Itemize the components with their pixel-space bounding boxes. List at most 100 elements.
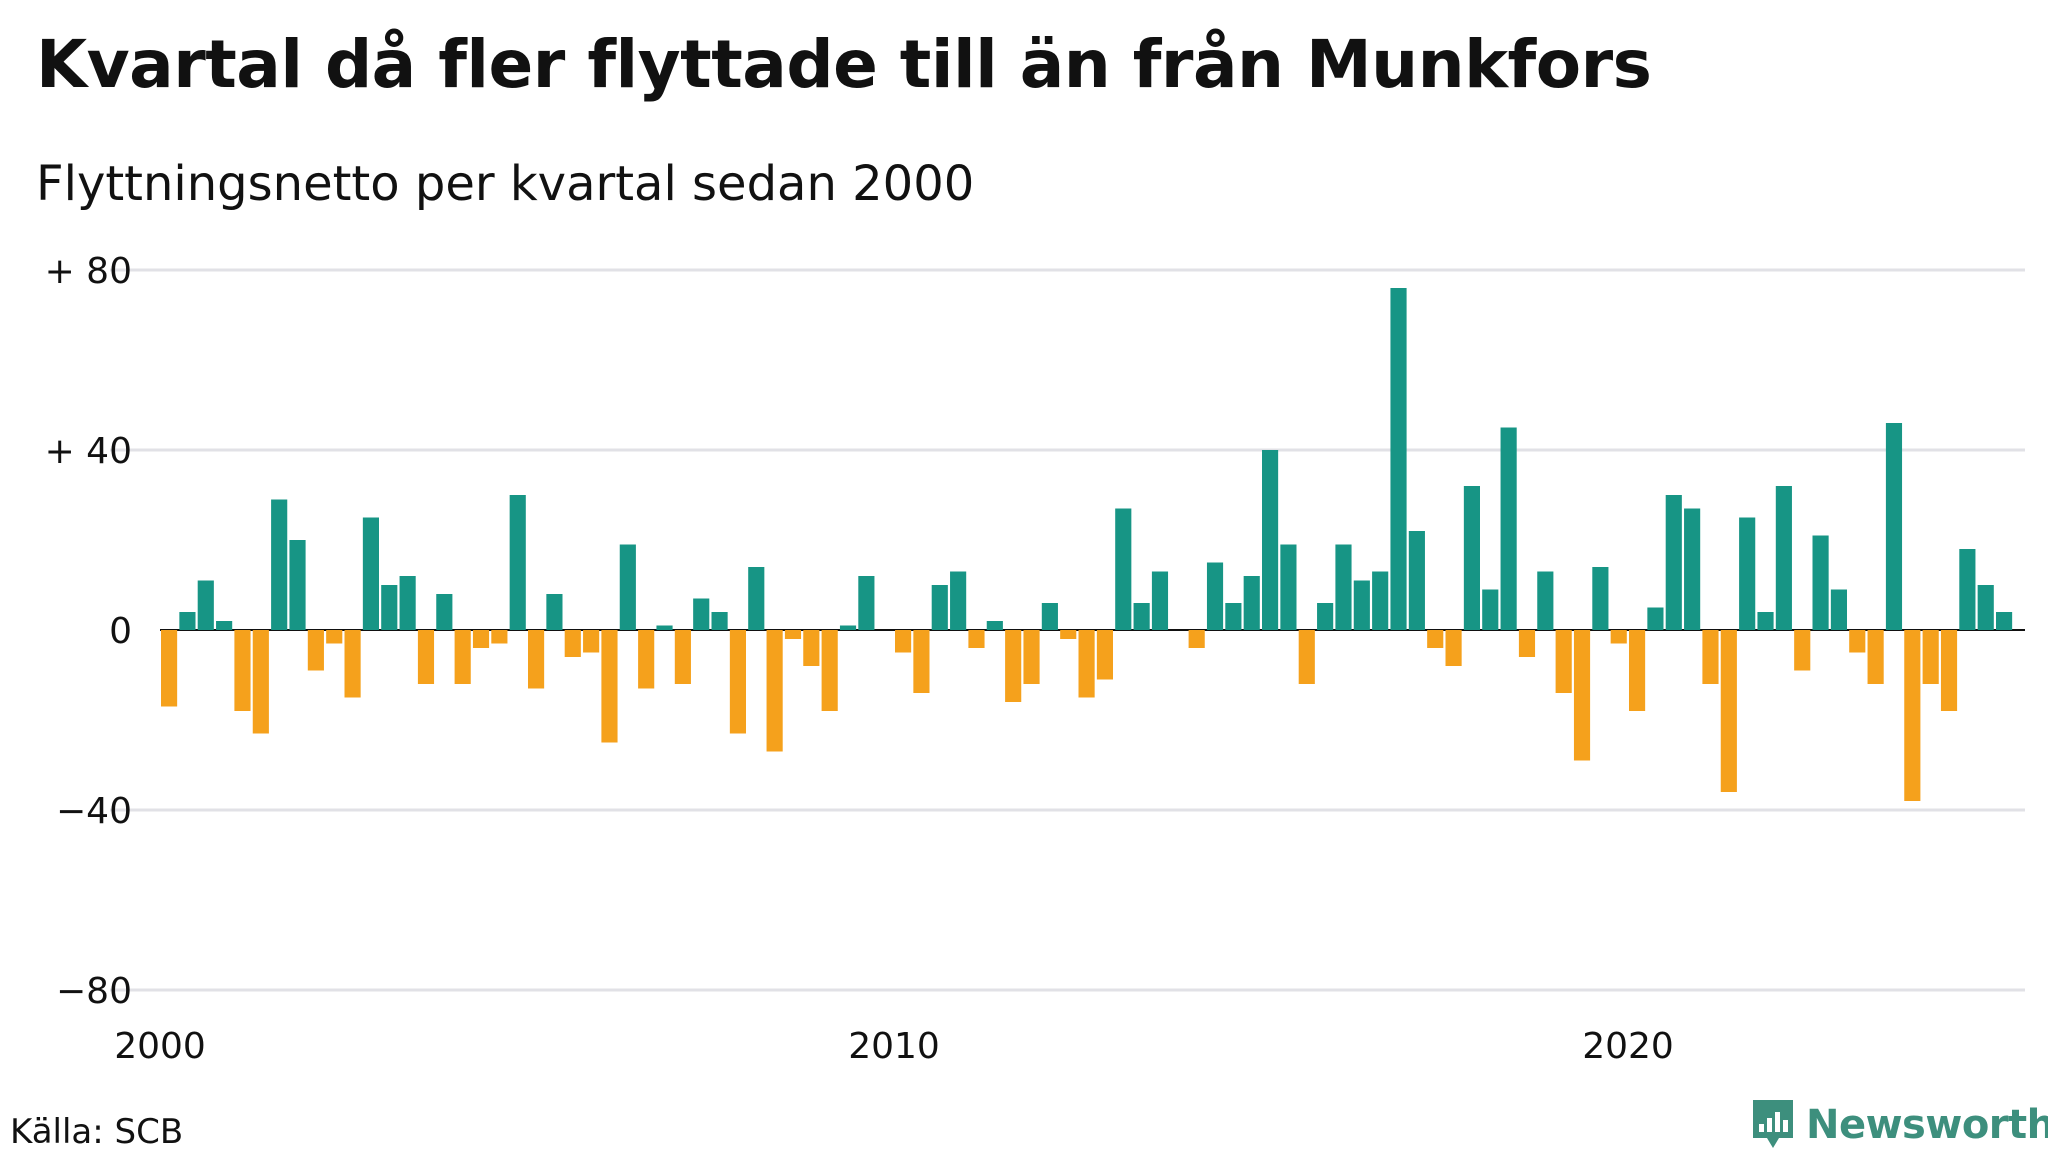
bar [1188, 630, 1205, 648]
bar [1445, 630, 1462, 666]
y-tick-label: + 80 [45, 251, 132, 292]
bar [1115, 508, 1132, 630]
bar [1537, 571, 1554, 630]
bar [839, 625, 857, 630]
bar [748, 567, 765, 630]
bar [1280, 544, 1297, 630]
bar [1151, 571, 1169, 630]
bar [1573, 630, 1591, 761]
y-tick-label: + 40 [45, 431, 132, 472]
bar [1757, 612, 1774, 630]
y-tick-label: −80 [56, 971, 132, 1012]
bar [1977, 585, 1994, 630]
bar [1041, 603, 1058, 630]
bar [1060, 630, 1077, 639]
bar [1353, 580, 1370, 630]
x-axis-labels: 2000 2010 2020 [114, 1026, 1674, 1067]
bar [1867, 630, 1884, 684]
bar [1629, 630, 1646, 711]
bar [252, 630, 269, 734]
x-tick-label: 2020 [1582, 1026, 1674, 1067]
chart-title: Kvartal då fler flyttade till än från Mu… [36, 26, 1652, 103]
bar [399, 576, 416, 630]
bar [1849, 630, 1866, 653]
bar [895, 630, 912, 653]
bar [564, 630, 581, 657]
bar [913, 630, 930, 693]
bar [1078, 630, 1095, 698]
bar [1940, 630, 1958, 711]
bar [197, 580, 214, 630]
bar [583, 630, 600, 653]
bar [1427, 630, 1444, 648]
bar [1463, 486, 1480, 630]
bar [1996, 612, 2013, 630]
bar [950, 571, 967, 630]
bar [601, 630, 618, 743]
brand-name: Newsworthy [1806, 1102, 2048, 1148]
bar-chart: + 80 + 40 0 −40 −80 2000 2010 2020 [45, 251, 2025, 1067]
bar [1408, 531, 1425, 630]
x-tick-label: 2000 [114, 1026, 206, 1067]
gridlines [110, 268, 2025, 992]
bar [711, 612, 728, 630]
bar [1684, 508, 1701, 630]
bar [766, 630, 783, 752]
bar [858, 576, 875, 630]
bar [1096, 630, 1113, 680]
bar [509, 495, 526, 630]
bar [1812, 535, 1829, 630]
bar [986, 621, 1003, 630]
bars [161, 288, 2013, 801]
x-tick-label: 2010 [848, 1026, 940, 1067]
bar [1500, 427, 1517, 630]
bar [1830, 589, 1847, 630]
bar [179, 612, 196, 630]
bar [1005, 630, 1022, 702]
bar [1922, 630, 1939, 684]
bar [1794, 630, 1811, 671]
bar [784, 630, 802, 639]
bar [161, 630, 178, 707]
bar [1206, 562, 1224, 630]
bar [803, 630, 820, 666]
bar [436, 594, 453, 630]
bar [417, 630, 435, 684]
source-note: Källa: SCB [10, 1112, 184, 1152]
bar [1335, 544, 1352, 630]
bar [362, 517, 379, 630]
y-tick-label: −40 [56, 791, 132, 832]
bar [1739, 517, 1756, 630]
bar [638, 630, 655, 689]
bar [472, 630, 490, 648]
bar [1023, 630, 1040, 684]
y-axis-labels: + 80 + 40 0 −40 −80 [45, 251, 132, 1012]
bar [1225, 603, 1242, 630]
chart-subtitle: Flyttningsnetto per kvartal sedan 2000 [36, 156, 975, 212]
bar [216, 621, 233, 630]
bar [1959, 549, 1976, 630]
bar [674, 630, 691, 684]
bar [1298, 630, 1315, 684]
bar [1592, 567, 1609, 630]
bar [1372, 571, 1389, 630]
bar [1665, 495, 1682, 630]
bar [1647, 607, 1664, 630]
bar [693, 598, 710, 630]
bar [307, 630, 324, 671]
bar [1555, 630, 1572, 693]
y-tick-label: 0 [109, 611, 132, 652]
bar [1885, 423, 1903, 630]
bar [454, 630, 471, 684]
bar [656, 625, 673, 630]
bar [1720, 630, 1737, 792]
bar [968, 630, 985, 648]
bar [619, 544, 636, 630]
bar [326, 630, 343, 644]
newsworthy-logo: Newsworthy [1750, 1098, 2048, 1152]
bar [546, 594, 563, 630]
bar [1702, 630, 1719, 684]
bar [1904, 630, 1921, 801]
bar [289, 540, 306, 630]
bar [729, 630, 746, 734]
